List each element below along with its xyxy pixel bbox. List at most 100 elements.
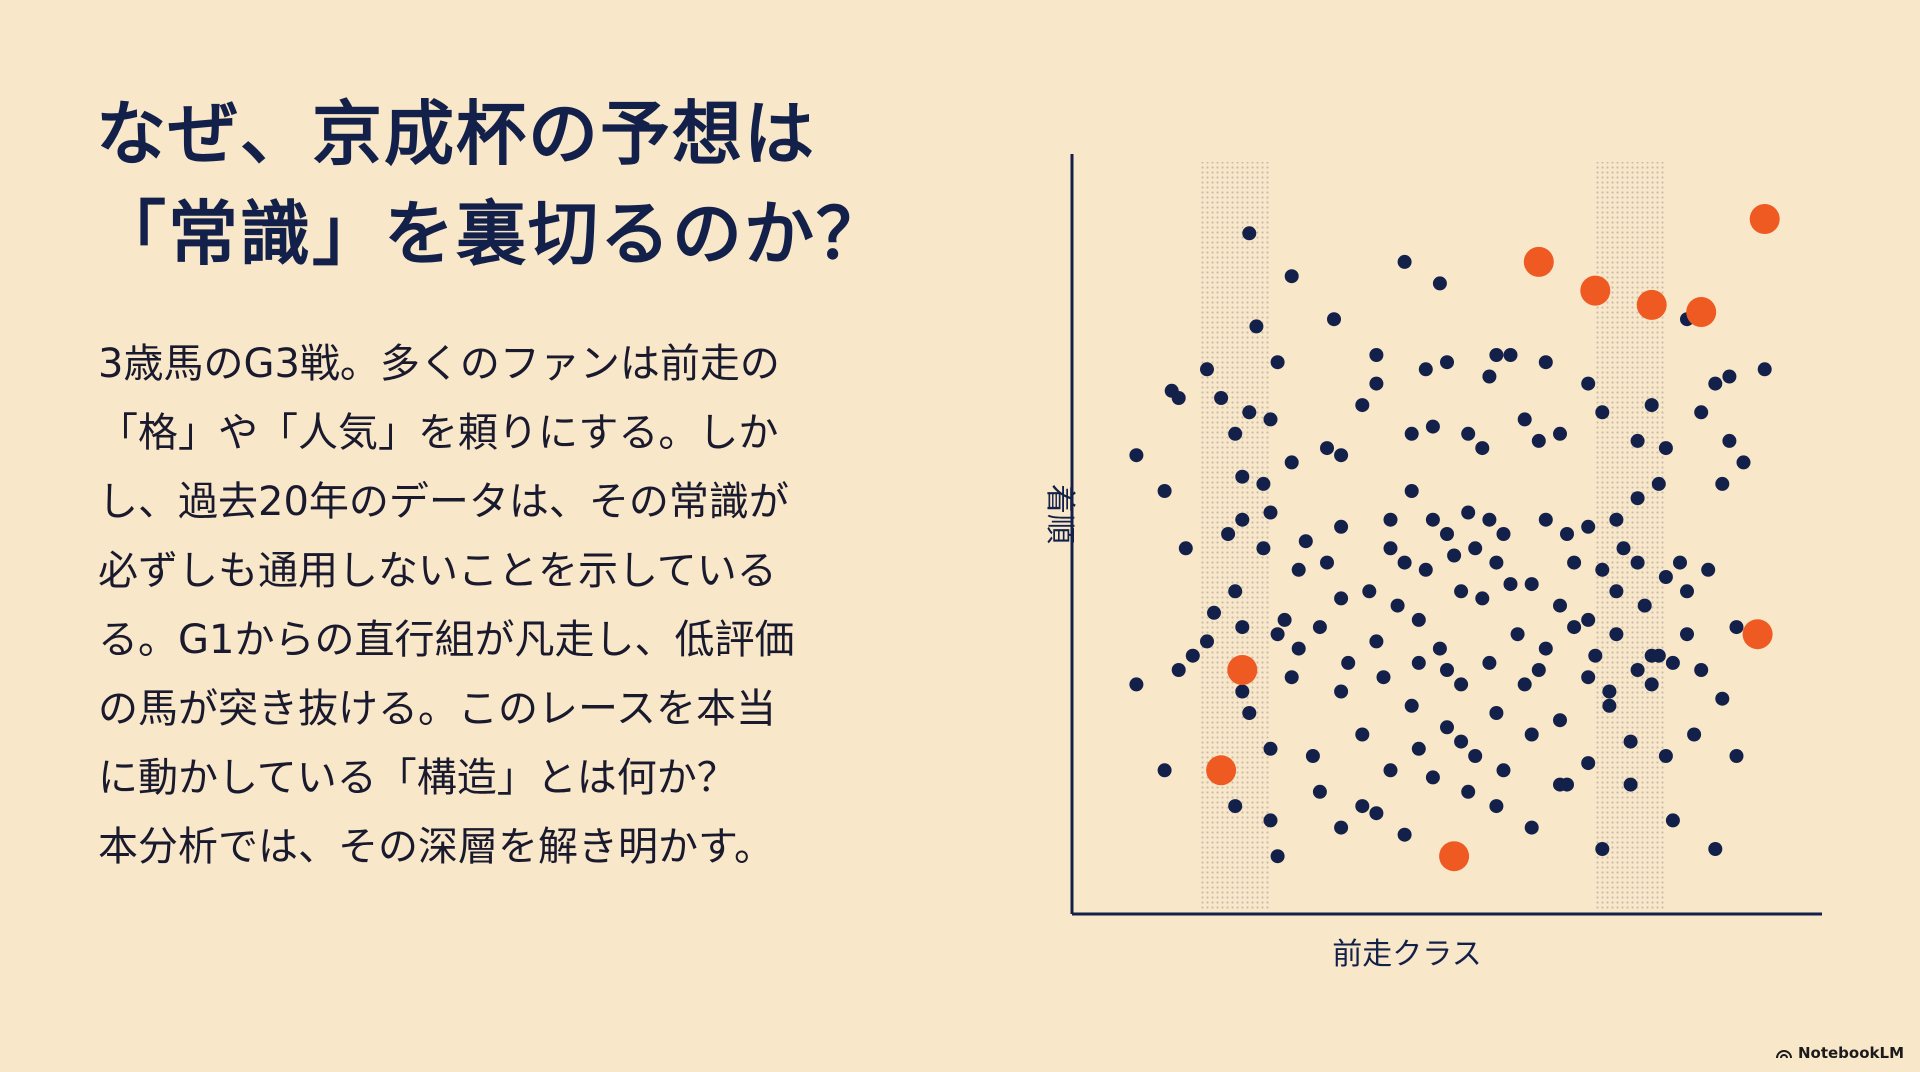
data-point [1411,655,1426,670]
data-point [1496,527,1511,541]
data-point [1482,369,1497,384]
data-point [1235,684,1250,699]
data-point [1242,405,1257,420]
data-point [1425,770,1440,785]
data-point [1440,720,1454,735]
data-point [1602,684,1617,699]
data-point [1270,355,1285,370]
data-point [1567,620,1582,635]
data-point [1503,577,1518,592]
data-point [1242,706,1257,720]
data-point [1263,741,1278,756]
data-point [1757,362,1772,377]
data-point [1517,412,1532,427]
data-point [1644,398,1659,413]
data-point [1418,362,1433,377]
data-point [1553,713,1567,728]
data-point [1312,784,1327,799]
data-point [1291,562,1306,577]
data-point [1468,749,1483,763]
data-point [1581,519,1596,534]
data-point [1312,620,1327,635]
data-point [1397,555,1412,570]
data-point [1207,605,1221,620]
data-point [1687,727,1702,742]
data-point [1454,734,1469,749]
data-point [1214,391,1229,405]
data-point [1277,612,1292,627]
data-point [1221,527,1236,541]
data-point [1404,698,1419,713]
body-line: し、過去20年のデータは、その常識が [98,479,789,525]
data-point [1235,620,1250,635]
data-point [1228,584,1243,599]
data-point [1581,670,1596,685]
density-band [1201,162,1270,910]
data-point [1369,634,1384,649]
data-point [1200,362,1214,377]
data-point [1701,562,1716,577]
body-line: 3歳馬のG3戦。多くのファンは前走の [98,341,780,387]
data-point [1708,376,1723,391]
title-line: 「常識」を裏切るのか？ [96,193,888,275]
body-line: 「格」や「人気」を頼りにする。しか [98,410,779,456]
highlight-point [1206,755,1237,786]
data-point [1715,691,1730,706]
slide-title: なぜ、京成杯の予想は 「常識」を裏切るのか？ [96,84,956,284]
data-point [1630,555,1645,570]
data-point [1665,813,1680,828]
data-point [1369,806,1384,821]
data-point [1129,448,1144,463]
data-point [1171,663,1186,677]
data-point [1334,820,1349,835]
data-point [1334,591,1349,606]
data-point [1496,763,1511,778]
title-line: なぜ、京成杯の予想は [96,93,816,175]
data-point [1383,763,1398,778]
data-point [1616,541,1631,556]
data-point [1263,505,1278,520]
data-point [1263,813,1278,828]
data-point [1567,555,1582,570]
data-point [1553,598,1567,613]
data-point [1320,441,1334,456]
data-point [1524,820,1539,835]
data-point [1320,555,1334,570]
data-points [1129,204,1780,872]
data-point [1228,799,1243,814]
data-point [1673,555,1687,570]
data-point [1468,541,1483,556]
data-point [1560,777,1574,792]
data-point [1736,455,1751,470]
data-point [1489,348,1504,362]
data-point [1249,319,1264,334]
data-point [1489,706,1504,720]
data-point [1658,441,1673,456]
data-point [1284,455,1299,470]
data-point [1680,627,1694,642]
data-point [1581,756,1596,771]
data-point [1305,749,1320,763]
data-point [1461,426,1476,441]
data-point [1623,734,1638,749]
data-point [1383,541,1398,556]
data-point [1440,355,1454,370]
data-point [1341,655,1356,670]
data-point [1623,777,1638,792]
data-point [1129,677,1144,692]
x-axis-label: 前走クラス [1332,937,1481,972]
data-point [1595,405,1610,420]
data-point [1432,641,1447,656]
data-point [1334,448,1349,463]
data-point [1475,591,1490,606]
data-point [1651,648,1666,663]
data-point [1517,677,1532,692]
highlight-point [1749,204,1780,234]
data-point [1694,663,1709,677]
body-line: る。G1からの直行組が凡走し、低評価 [98,617,795,663]
data-point [1531,433,1546,448]
data-point [1658,749,1673,763]
data-point [1722,369,1737,384]
body-line: 本分析では、その深層を解き明かす。 [98,824,774,870]
density-bands [1201,162,1665,910]
